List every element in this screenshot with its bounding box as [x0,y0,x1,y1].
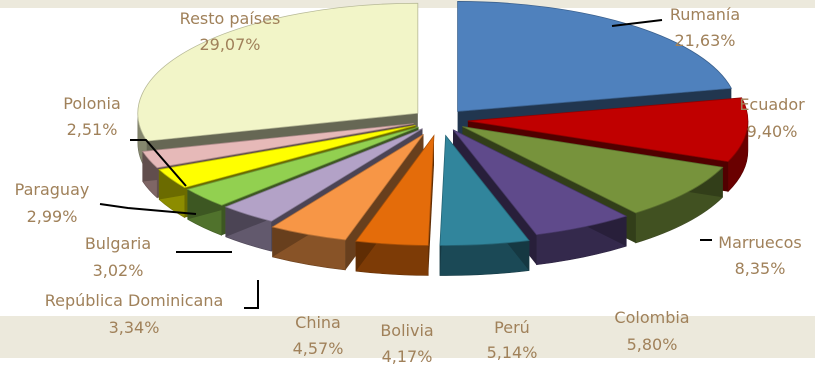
label-name-paraguay: Paraguay [15,180,90,199]
label-value-paraguay: 2,99% [27,207,78,226]
label-name-rumania: Rumanía [670,5,740,24]
label-value-marruecos: 8,35% [735,259,786,278]
bottom-band [0,316,815,358]
label-name-ecuador: Ecuador [739,95,805,114]
label-value-colombia: 5,80% [627,335,678,354]
leader-line-republica-dominicana [244,280,259,309]
label-name-marruecos: Marruecos [718,233,801,252]
label-value-bulgaria: 3,02% [93,261,144,280]
leader-lines [99,19,712,309]
label-value-resto-paises: 29,07% [199,35,260,54]
pie-slices [137,1,749,276]
label-name-resto-paises: Resto países [180,9,281,28]
slice-labels: Rumanía 21,63% Ecuador 9,40% Marruecos 8,35% C… [15,5,805,366]
leader-line-paraguay [99,203,197,215]
label-name-colombia: Colombia [614,308,689,327]
label-value-polonia: 2,51% [67,120,118,139]
pie-slice-bolivia [355,134,435,276]
label-value-ecuador: 9,40% [747,122,798,141]
label-name-republica-dominicana: República Dominicana [45,291,224,310]
label-name-polonia: Polonia [63,94,121,113]
leader-line-polonia [130,139,187,187]
leader-line-rumania [611,19,663,27]
label-name-peru: Perú [494,318,530,337]
pie-slice-peru [439,134,530,276]
label-name-bolivia: Bolivia [380,321,433,340]
label-value-bolivia: 4,17% [382,347,433,366]
label-name-china: China [295,313,341,332]
label-value-rumania: 21,63% [674,31,735,50]
label-value-peru: 5,14% [487,343,538,362]
label-name-bulgaria: Bulgaria [85,234,151,253]
label-value-republica-dominicana: 3,34% [109,318,160,337]
label-value-china: 4,57% [293,339,344,358]
